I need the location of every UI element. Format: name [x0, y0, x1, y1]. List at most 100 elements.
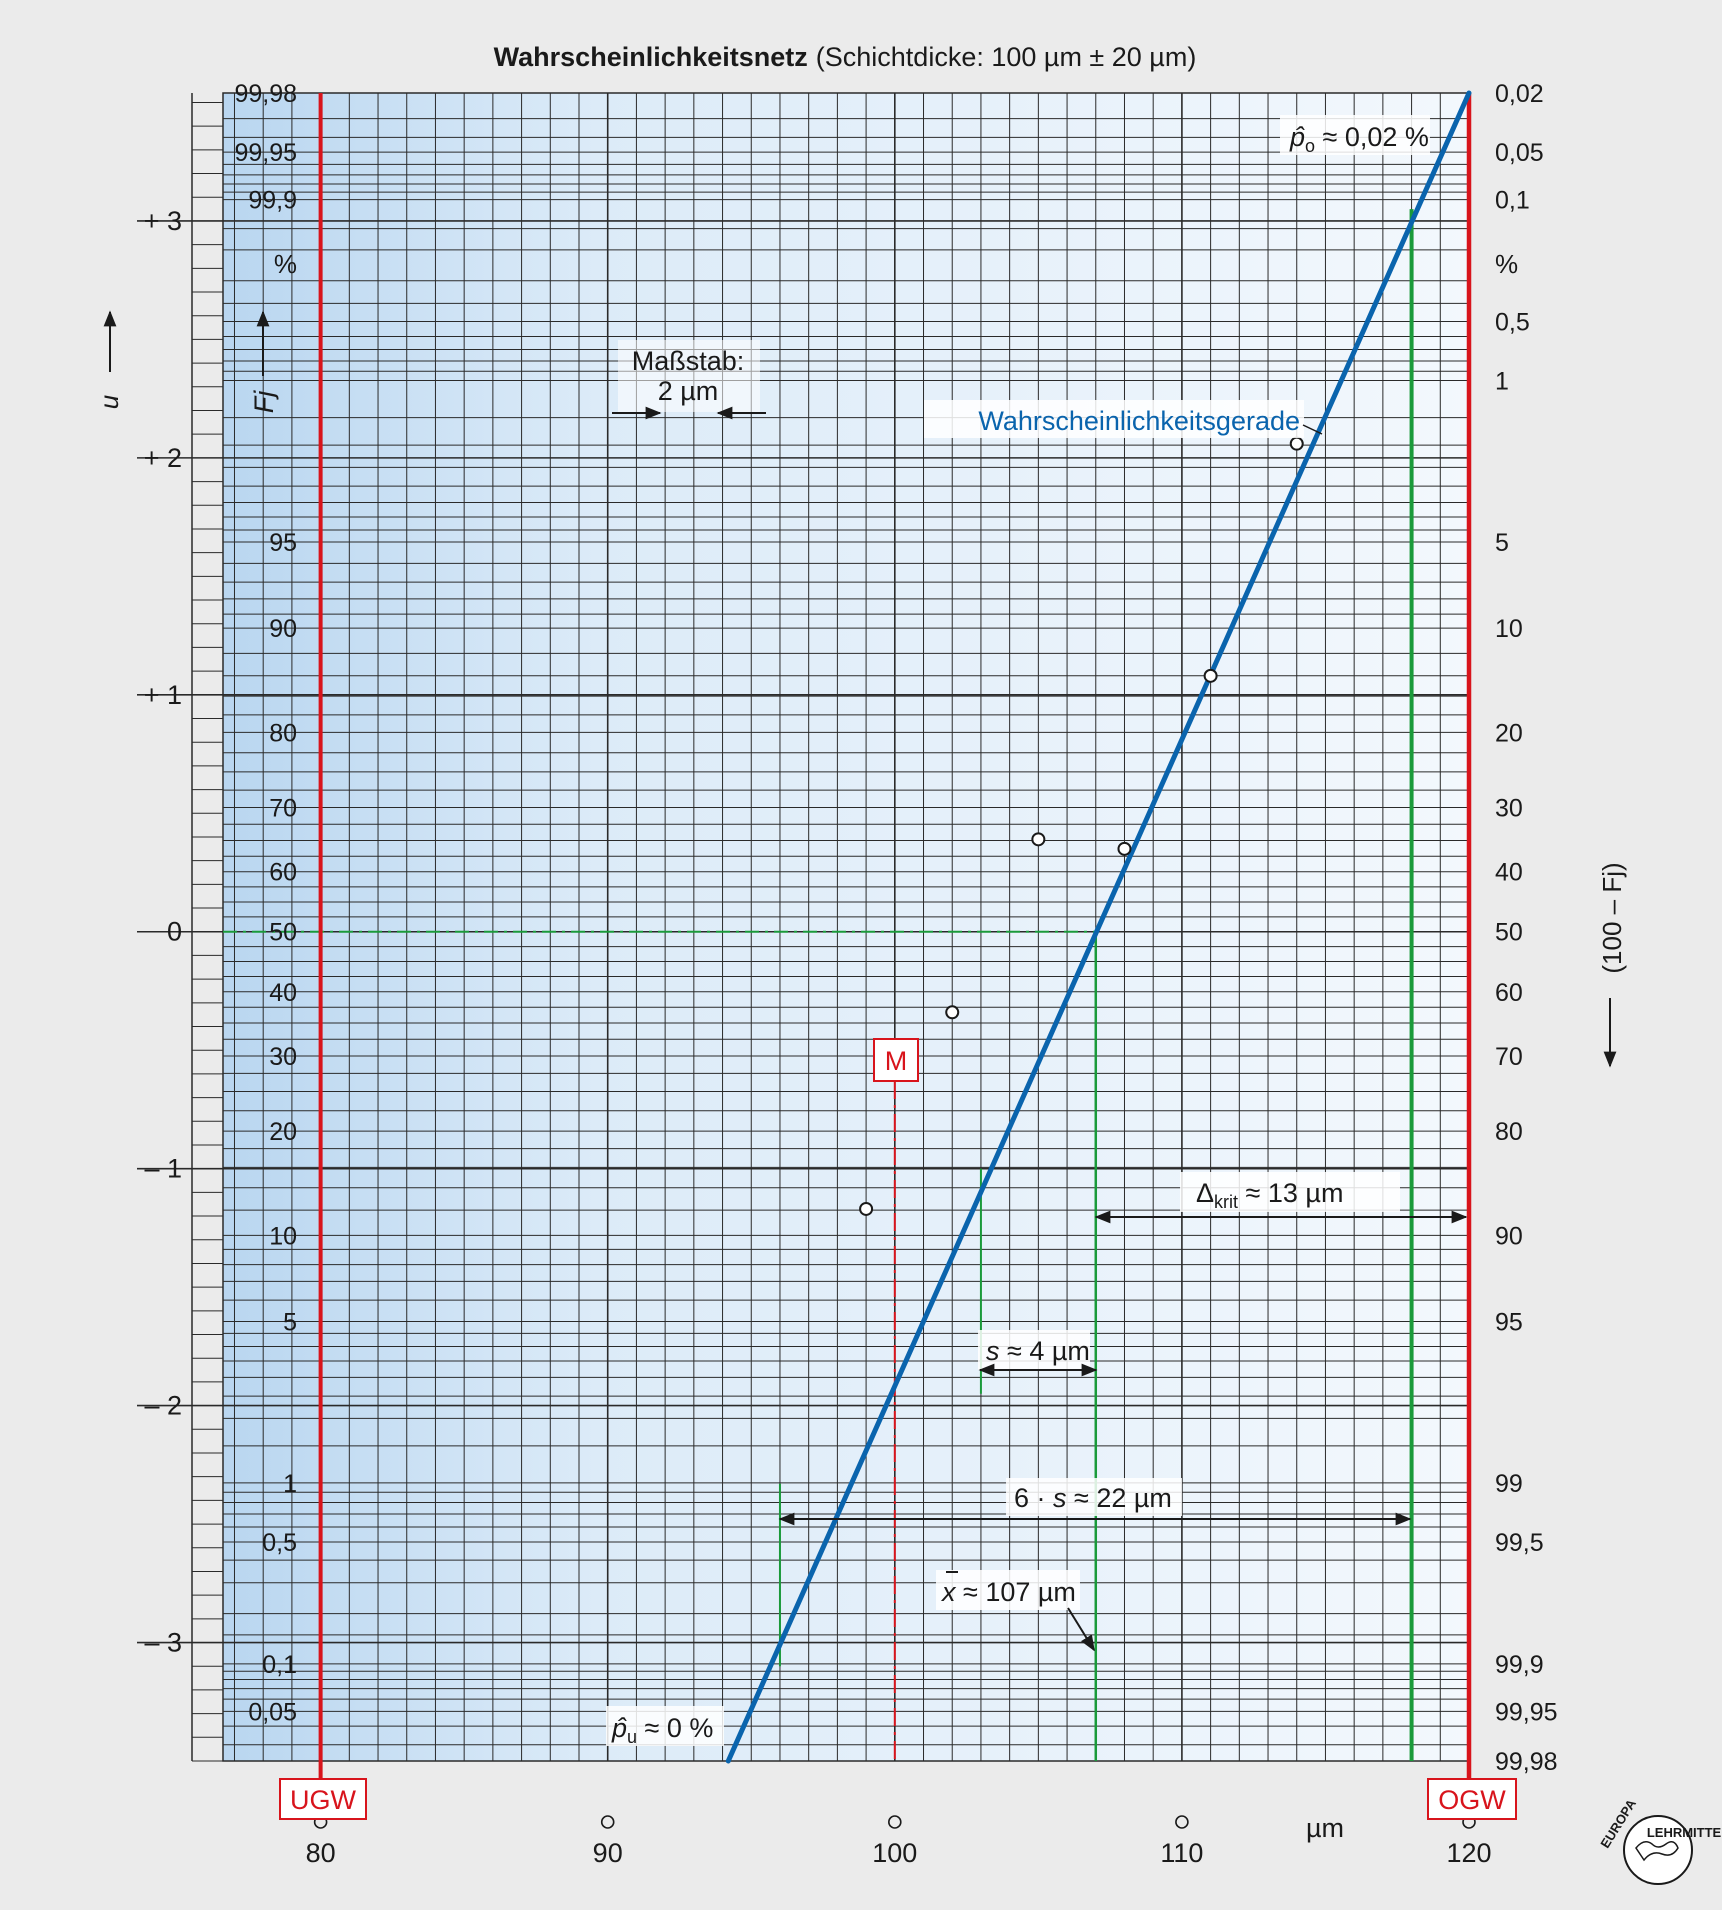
- right-tick-label: 1: [1495, 368, 1509, 396]
- fj-tick-label: 50: [269, 919, 297, 947]
- fj-axis-label: Fj: [249, 310, 279, 413]
- u-axis-label: u: [94, 310, 124, 409]
- six-s-annotation: 6 · s ≈ 22 µm: [778, 1478, 1412, 1526]
- svg-text:2 µm: 2 µm: [658, 376, 719, 406]
- svg-text:Fj: Fj: [249, 390, 279, 413]
- right-tick-label: 70: [1495, 1043, 1523, 1071]
- fj-tick-label: 30: [269, 1043, 297, 1071]
- fj-tick-label: 5: [283, 1308, 297, 1336]
- grid: [137, 92, 1470, 1762]
- u-tick-label: – 3: [144, 1628, 182, 1658]
- s-annotation: s ≈ 4 µm: [978, 1330, 1098, 1377]
- fj-tick-label: 0,1: [262, 1651, 297, 1679]
- fj-tick-label: 60: [269, 859, 297, 887]
- m-marker-label: M: [873, 1038, 919, 1082]
- svg-text:Maßstab:: Maßstab:: [632, 346, 745, 376]
- delta-krit-annotation: Δkrit ≈ 13 µm: [1094, 1172, 1468, 1224]
- svg-text:Wahrscheinlichkeitsgerade: Wahrscheinlichkeitsgerade: [978, 406, 1300, 436]
- fj-tick-label: 0,5: [262, 1529, 297, 1557]
- svg-text:6 · s ≈ 22 µm: 6 · s ≈ 22 µm: [1014, 1483, 1172, 1513]
- svg-text:OGW: OGW: [1438, 1785, 1506, 1815]
- right-tick-label: 95: [1495, 1308, 1523, 1336]
- u-tick-label: + 1: [144, 680, 182, 710]
- right-tick-label: 0,1: [1495, 187, 1530, 215]
- ogw-label: OGW: [1427, 1778, 1517, 1820]
- fj-tick-label: 70: [269, 794, 297, 822]
- scale-annotation: Maßstab: 2 µm: [612, 340, 766, 420]
- fj-tick-label: 10: [269, 1222, 297, 1250]
- svg-text:LEHRMITTEL: LEHRMITTEL: [1647, 1825, 1722, 1840]
- fj-percent-sign: %: [274, 249, 297, 279]
- right-tick-label: 10: [1495, 615, 1523, 643]
- p-lower-label: p̂u ≈ 0 %: [606, 1706, 724, 1747]
- x-tick-marker: [600, 1815, 615, 1829]
- u-tick-label: – 2: [144, 1391, 182, 1421]
- fj-tick-label: 0,05: [248, 1698, 297, 1726]
- data-point: [1031, 832, 1046, 847]
- right-tick-label: 80: [1495, 1118, 1523, 1146]
- p-upper-label: p̂o ≈ 0,02 %: [1280, 115, 1430, 156]
- fj-tick-label: 95: [269, 529, 297, 557]
- annotation-overlay: [223, 90, 1472, 1779]
- fj-tick-label: 1: [283, 1470, 297, 1498]
- right-tick-label: 99,95: [1495, 1698, 1558, 1726]
- right-tick-label: 0,05: [1495, 139, 1544, 167]
- svg-text:x ≈ 107 µm: x ≈ 107 µm: [940, 1577, 1076, 1607]
- u-tick-label: + 3: [144, 206, 182, 236]
- svg-text:Δkrit ≈ 13 µm: Δkrit ≈ 13 µm: [1196, 1178, 1343, 1212]
- right-tick-label: 20: [1495, 719, 1523, 747]
- svg-text:p̂u ≈ 0 %: p̂u ≈ 0 %: [611, 1713, 713, 1747]
- u-axis-ticks: + 3 + 2 + 1 0 – 1 – 2 – 3: [144, 206, 182, 1658]
- svg-text:s ≈ 4 µm: s ≈ 4 µm: [986, 1336, 1090, 1366]
- right-tick-label: 90: [1495, 1222, 1523, 1250]
- u-tick-label: + 2: [144, 443, 182, 473]
- fj-tick-label: 90: [269, 615, 297, 643]
- x-tick-marker: [1175, 1815, 1189, 1829]
- x-tick-label: 90: [593, 1838, 623, 1868]
- right-axis-ticks: 0,02 0,05 0,1 0,5 1 5 10 20 30 40 50 60 70 80 90 95 99 99…: [1495, 80, 1558, 1776]
- right-tick-label: 30: [1495, 794, 1523, 822]
- data-point: [945, 1005, 960, 1020]
- u-tick-label: – 1: [144, 1154, 182, 1184]
- right-tick-label: 99,9: [1495, 1651, 1544, 1679]
- mean-annotation: x ≈ 107 µm: [936, 1570, 1095, 1652]
- fj-tick-label: 99,95: [234, 139, 297, 167]
- right-percent-sign: %: [1495, 249, 1518, 279]
- x-axis-ticks: 80 90 100 110 120: [306, 1815, 1492, 1868]
- fj-tick-label: 80: [269, 719, 297, 747]
- data-point: [1203, 668, 1218, 683]
- x-tick-label: 110: [1160, 1838, 1203, 1868]
- fj-tick-label: 99,9: [248, 187, 297, 215]
- x-tick-marker: [888, 1815, 902, 1829]
- u-tick-label: 0: [167, 917, 182, 947]
- right-tick-label: 40: [1495, 859, 1523, 887]
- x-tick-label: 120: [1446, 1838, 1491, 1868]
- fj-tick-label: 99,98: [234, 80, 297, 108]
- chart-title: Wahrscheinlichkeitsnetz (Schichtdicke: 10…: [494, 42, 1197, 72]
- data-point: [1117, 841, 1132, 856]
- data-point: [859, 1201, 874, 1216]
- right-tick-label: 99,5: [1495, 1529, 1544, 1557]
- right-tick-label: 0,02: [1495, 80, 1544, 108]
- svg-text:p̂o ≈ 0,02 %: p̂o ≈ 0,02 %: [1289, 122, 1429, 156]
- fj-axis-ticks: 99,98 99,95 99,9 95 90 80 70 60 50 40 30 20 10 5 1 0,5 0…: [234, 80, 297, 1726]
- fj-tick-label: 40: [269, 979, 297, 1007]
- right-tick-label: 0,5: [1495, 308, 1530, 336]
- right-tick-label: 99,98: [1495, 1748, 1558, 1776]
- svg-text:(100 – Fj): (100 – Fj): [1597, 862, 1627, 973]
- right-axis-label: (100 – Fj): [1597, 862, 1627, 1068]
- regression-line-label: Wahrscheinlichkeitsgerade: [924, 400, 1323, 438]
- svg-text:M: M: [885, 1046, 908, 1076]
- ugw-label: UGW: [279, 1778, 367, 1820]
- right-tick-label: 60: [1495, 979, 1523, 1007]
- regression-line: [725, 90, 1472, 1764]
- data-point: [1289, 436, 1304, 451]
- x-unit-label: µm: [1306, 1813, 1344, 1843]
- fj-tick-label: 20: [269, 1118, 297, 1146]
- right-tick-label: 99: [1495, 1470, 1523, 1498]
- svg-text:UGW: UGW: [290, 1785, 357, 1815]
- right-tick-label: 50: [1495, 919, 1523, 947]
- right-tick-label: 5: [1495, 529, 1509, 557]
- europa-lehrmittel-logo: EUROPA LEHRMITTEL: [1597, 1796, 1722, 1885]
